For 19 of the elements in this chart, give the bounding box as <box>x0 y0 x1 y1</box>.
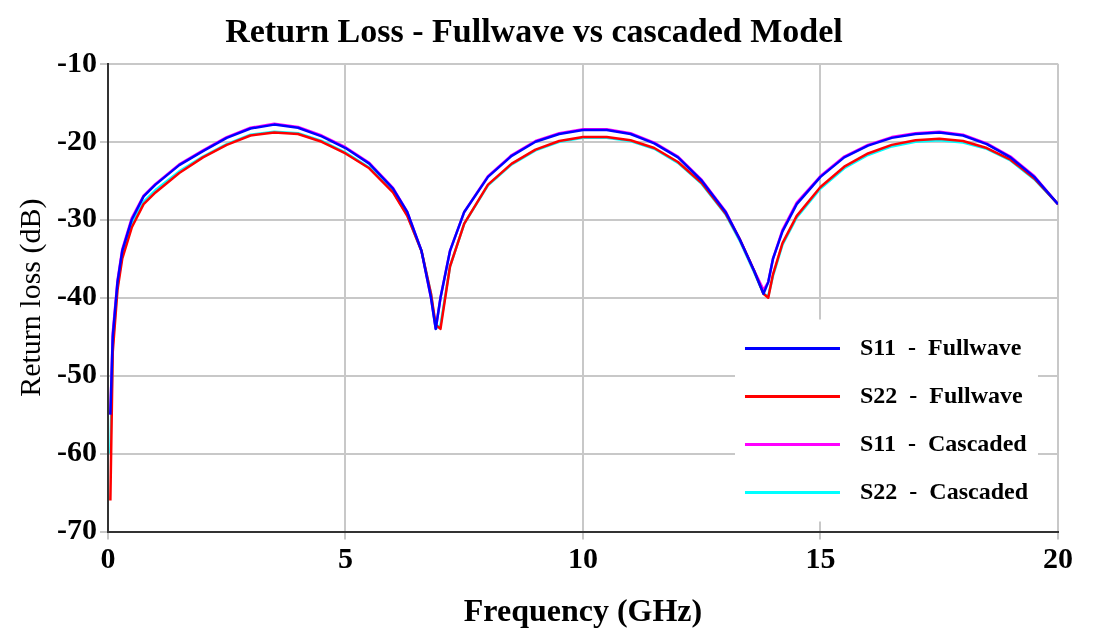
legend-label: S11 - Fullwave <box>859 333 1022 360</box>
y-tick-label: -20 <box>56 122 97 156</box>
x-axis-title: Frequency (GHz) <box>463 592 703 629</box>
legend-label: S22 - Fullwave <box>859 381 1023 408</box>
y-tick-label: -50 <box>56 356 97 390</box>
legend-label: S22 - Cascaded <box>859 477 1029 504</box>
legend-label: S11 - Cascaded <box>859 429 1028 456</box>
y-tick-label: -70 <box>56 512 97 546</box>
y-tick-label: -30 <box>56 200 97 234</box>
y-tick-label: -40 <box>56 278 97 312</box>
y-axis-title: Return loss (dB) <box>12 198 47 397</box>
x-tick-label: 20 <box>1043 541 1073 575</box>
x-tick-label: 15 <box>805 541 836 575</box>
x-tick-label: 5 <box>337 541 353 575</box>
y-tick-label: -60 <box>56 434 97 468</box>
x-tick-label: 10 <box>568 541 598 575</box>
chart-title: Return Loss - Fullwave vs cascaded Model <box>225 12 843 50</box>
y-tick-label: -10 <box>56 44 97 78</box>
x-tick-label: 0 <box>100 541 116 575</box>
